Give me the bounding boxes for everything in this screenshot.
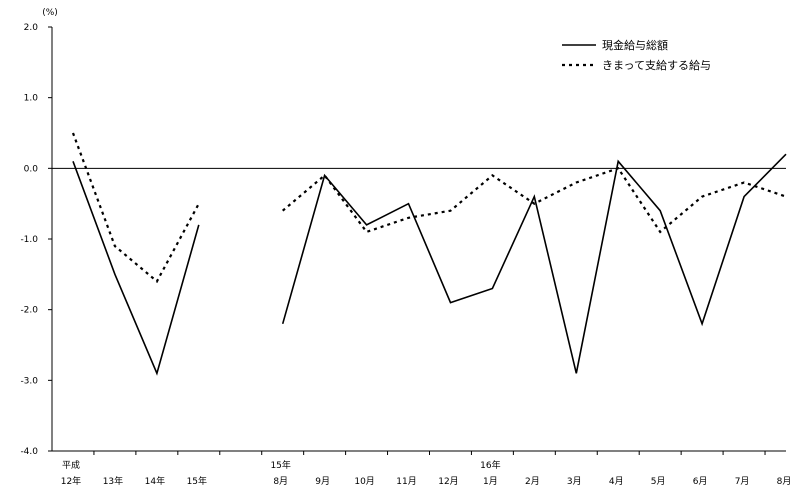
x-tick-label: 15年 <box>187 475 207 487</box>
y-unit-label: (%) <box>42 8 58 18</box>
y-tick-label: -1.0 <box>20 235 38 245</box>
series-layer <box>71 132 787 376</box>
x-tick-label: 10月 <box>354 476 374 487</box>
x-tick-label: 2月 <box>525 476 540 487</box>
series-2 <box>71 132 787 284</box>
y-tick-label: -4.0 <box>20 447 38 457</box>
x-tick-label: 13年 <box>103 475 123 487</box>
x-tick-label: 5月 <box>651 476 666 487</box>
series-line <box>72 161 200 376</box>
x-tick-label: 4月 <box>609 476 624 487</box>
x-tick-label: 12月 <box>438 476 458 487</box>
series-line <box>281 166 787 234</box>
x-tick-label: 8月 <box>777 476 792 487</box>
y-tick-label: 2.0 <box>24 23 39 33</box>
series-line <box>281 153 787 374</box>
x-tick-label: 8月 <box>273 476 288 487</box>
y-tick-labels: 2.0 1.0 0.0 -1.0 -2.0 -3.0 -4.0 <box>20 23 38 457</box>
x-tick-label: 9月 <box>315 476 330 487</box>
y-tick-label: 0.0 <box>24 164 39 174</box>
legend-label: 現金給与総額 <box>602 38 668 52</box>
x-tick-labels: 平成 12年 13年 14年 15年 15年 8月 9月 10月 11月 12月 16年 1月 2月 3月 4… <box>61 459 792 487</box>
axes <box>48 26 786 455</box>
y-tick-label: -2.0 <box>20 306 38 316</box>
x-tick-label: 12年 <box>61 475 81 487</box>
x-tick-label-top: 15年 <box>270 459 290 471</box>
series-line <box>71 132 200 284</box>
x-tick-label: 1月 <box>483 476 498 487</box>
series-1 <box>72 153 787 376</box>
x-tick-label: 14年 <box>145 475 165 487</box>
y-tick-label: 1.0 <box>24 94 39 104</box>
x-tick-label-top: 平成 <box>62 459 80 471</box>
x-tick-label: 6月 <box>693 476 708 487</box>
x-tick-label: 11月 <box>396 476 416 487</box>
x-tick-label: 3月 <box>567 476 582 487</box>
x-tick-label: 7月 <box>735 476 750 487</box>
y-tick-label: -3.0 <box>20 376 38 386</box>
legend-label: きまって支給する給与 <box>602 58 711 72</box>
x-tick-label-top: 16年 <box>480 459 500 471</box>
